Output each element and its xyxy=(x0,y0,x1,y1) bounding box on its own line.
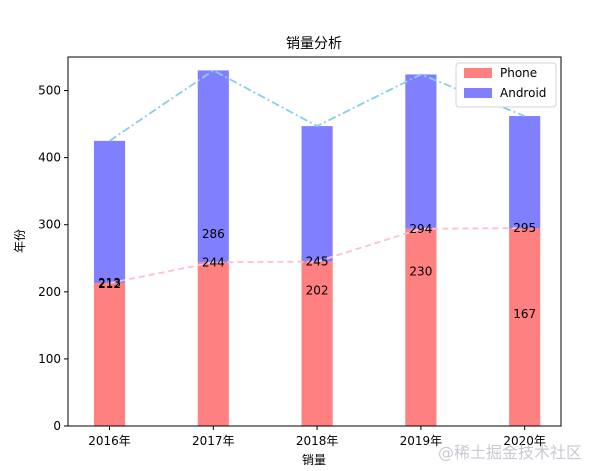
plot-frame xyxy=(67,56,562,427)
x-tick-label-2: 2018年 xyxy=(296,434,339,448)
data-label-phone-0: 213 xyxy=(98,276,121,290)
data-label-phone-3: 294 xyxy=(409,222,432,236)
x-tick-label-0: 2016年 xyxy=(88,434,131,448)
legend-swatch-phone xyxy=(464,68,492,78)
y-tick-label-200: 200 xyxy=(38,285,61,299)
chart-title: 销量分析 xyxy=(286,36,342,52)
y-tick-label-100: 100 xyxy=(38,352,61,366)
watermark-text: @稀土掘金技术社区 xyxy=(437,443,582,462)
legend-label-phone: Phone xyxy=(500,66,537,80)
y-tick-label-400: 400 xyxy=(38,151,61,165)
legend-label-android: Android xyxy=(500,86,546,100)
bar-android-2 xyxy=(301,126,333,262)
bar-android-3 xyxy=(405,74,437,229)
trend-line-1 xyxy=(109,69,526,142)
data-label-android-4: 167 xyxy=(513,307,536,321)
y-axis-label: 年份 xyxy=(13,229,27,253)
data-label-phone-4: 295 xyxy=(513,221,536,235)
y-tick-label-300: 300 xyxy=(38,218,61,232)
y-tick-label-500: 500 xyxy=(38,84,61,98)
bar-phone-0 xyxy=(93,283,126,426)
data-label-phone-1: 244 xyxy=(202,255,225,269)
legend-swatch-android xyxy=(464,88,492,98)
legend: Phone Android xyxy=(455,62,557,108)
bar-android-1 xyxy=(197,70,229,263)
data-label-android-2: 202 xyxy=(306,283,329,297)
data-label-phone-2: 245 xyxy=(306,255,329,269)
bar-phone-2 xyxy=(301,261,333,426)
y-tick-label-0: 0 xyxy=(53,419,61,433)
x-axis-label: 销量 xyxy=(302,453,326,467)
data-label-android-1: 286 xyxy=(202,227,225,241)
bar-android-4 xyxy=(509,116,541,229)
bar-phone-4 xyxy=(509,228,541,426)
x-tick-label-4: 2020年 xyxy=(503,434,546,448)
data-label-android-0: 212 xyxy=(98,277,121,291)
data-label-android-3: 230 xyxy=(409,265,432,279)
bar-android-0 xyxy=(93,140,126,284)
trend-line-0 xyxy=(109,227,525,284)
x-tick-label-1: 2017年 xyxy=(192,434,235,448)
bar-phone-1 xyxy=(197,262,229,426)
x-tick-label-3: 2019年 xyxy=(400,434,443,448)
plot-area: 213 244 245 294 295 212 286 202 230 167 0 100 200 300… xyxy=(38,56,562,448)
bar-phone-3 xyxy=(405,228,437,426)
